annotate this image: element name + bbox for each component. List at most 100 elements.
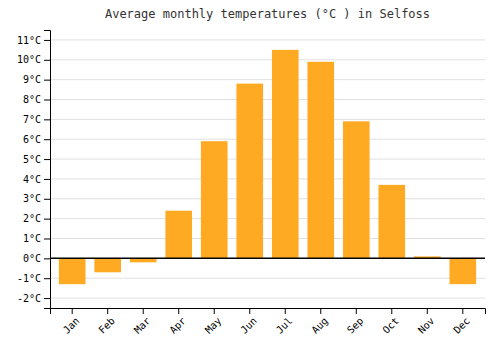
y-tick-mark xyxy=(44,219,50,220)
grid-line xyxy=(50,258,485,259)
x-tick: Jul xyxy=(274,308,295,336)
plot: -2°C-1°C0°C1°C2°C3°C4°C5°C6°C7°C8°C9°C10… xyxy=(17,31,486,336)
y-tick: 5°C xyxy=(23,154,50,165)
y-tick: 8°C xyxy=(23,94,50,105)
x-tick: Feb xyxy=(96,308,117,336)
x-tick-mark xyxy=(356,308,357,314)
x-tick-label: Jul xyxy=(274,315,295,336)
y-tick: -1°C xyxy=(17,273,50,284)
bars xyxy=(50,50,485,284)
x-tick-label: Aug xyxy=(309,315,330,336)
x-tick: Dec xyxy=(451,308,472,336)
zero-line xyxy=(50,258,485,260)
grid-line xyxy=(50,298,485,299)
y-tick: 2°C xyxy=(23,213,50,224)
grid-line xyxy=(50,39,485,40)
x-tick-mark xyxy=(427,308,428,314)
x-tick: Sep xyxy=(345,308,366,336)
y-tick: 6°C xyxy=(23,134,50,145)
x-tick-mark xyxy=(285,308,286,314)
x-tick-label: Apr xyxy=(167,315,188,336)
y-tick-mark xyxy=(44,159,50,160)
y-tick-mark xyxy=(44,40,50,41)
grid-line xyxy=(50,119,485,120)
y-tick-mark xyxy=(44,199,50,200)
title: Average monthly temperatures (°C ) in Se… xyxy=(105,7,430,21)
y-tick-mark xyxy=(44,139,50,140)
y-tick: 4°C xyxy=(23,174,50,185)
x-tick: Nov xyxy=(416,308,437,336)
y-tick-label: 3°C xyxy=(23,193,41,204)
x-tick-label: Oct xyxy=(380,315,401,336)
y-tick: -2°C xyxy=(17,293,50,304)
x-tick-label: Jan xyxy=(61,315,82,336)
grid-line xyxy=(50,59,485,60)
x-tick-mark xyxy=(107,308,108,314)
y-tick: 10°C xyxy=(17,54,50,65)
x-tick: Jan xyxy=(61,308,82,336)
y-tick-label: 4°C xyxy=(23,174,41,185)
y-tick-mark xyxy=(44,100,50,101)
x-tick: Mar xyxy=(132,308,153,336)
bar xyxy=(165,211,192,259)
grid xyxy=(50,40,485,298)
grid-line xyxy=(50,218,485,219)
y-tick: 1°C xyxy=(23,233,50,244)
x-tick-mark xyxy=(462,308,463,314)
y-axis: -2°C-1°C0°C1°C2°C3°C4°C5°C6°C7°C8°C9°C10… xyxy=(17,31,51,309)
x-tick-mark xyxy=(320,308,321,314)
bar xyxy=(307,62,334,259)
y-tick-mark xyxy=(44,258,50,259)
x-tick-mark xyxy=(178,308,179,314)
x-tick-label: May xyxy=(203,315,224,336)
x-tick-mark xyxy=(143,308,144,314)
y-tick-mark xyxy=(44,80,50,81)
x-tick-label: Mar xyxy=(132,315,153,336)
x-tick-mark xyxy=(72,308,73,314)
y-tick-label: 1°C xyxy=(23,233,41,244)
y-tick-mark xyxy=(44,298,50,299)
y-tick-label: -1°C xyxy=(17,273,41,284)
x-tick: Jun xyxy=(238,308,259,336)
bar xyxy=(201,141,228,258)
y-tick-label: 6°C xyxy=(23,134,41,145)
x-tick: Aug xyxy=(309,308,330,336)
bar xyxy=(272,50,299,259)
y-tick-label: 2°C xyxy=(23,213,41,224)
bar xyxy=(236,84,263,259)
grid-line xyxy=(50,159,485,160)
y-tick-label: 8°C xyxy=(23,94,41,105)
x-tick-mark xyxy=(249,308,250,314)
x-tick-label: Dec xyxy=(451,315,472,336)
grid-line xyxy=(50,178,485,179)
chart: -2°C-1°C0°C1°C2°C3°C4°C5°C6°C7°C8°C9°C10… xyxy=(0,0,500,350)
x-tick: Apr xyxy=(167,308,188,336)
y-tick-mark xyxy=(44,239,50,240)
grid-line xyxy=(50,238,485,239)
y-tick-label: 5°C xyxy=(23,154,41,165)
grid-line xyxy=(50,139,485,140)
x-tick-mark xyxy=(391,308,392,314)
y-tick-mark xyxy=(44,278,50,279)
y-tick-mark xyxy=(44,179,50,180)
x-tick-mark xyxy=(214,308,215,314)
y-tick: 9°C xyxy=(23,74,50,85)
x-axis: Jan Feb Mar Apr May Jun Jul Aug Sep Oct Nov Dec xyxy=(51,308,486,336)
bar xyxy=(59,258,86,284)
x-tick: Oct xyxy=(380,308,401,336)
y-tick-label: -2°C xyxy=(17,293,41,304)
x-tick-label: Nov xyxy=(416,315,437,336)
y-tick: 11°C xyxy=(17,35,50,46)
x-tick: May xyxy=(203,308,224,336)
bar xyxy=(449,258,476,284)
y-tick-mark xyxy=(44,60,50,61)
y-tick-label: 9°C xyxy=(23,74,41,85)
x-tick-label: Sep xyxy=(345,315,366,336)
x-tick-label: Feb xyxy=(96,315,117,336)
y-tick-label: 11°C xyxy=(17,35,41,46)
grid-line xyxy=(50,278,485,279)
y-tick-label: 7°C xyxy=(23,114,41,125)
y-axis-line xyxy=(44,31,51,309)
grid-line xyxy=(50,79,485,80)
grid-line xyxy=(50,99,485,100)
